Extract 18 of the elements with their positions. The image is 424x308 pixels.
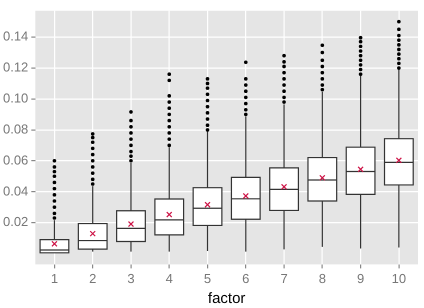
x-tick-label: 5 — [204, 270, 212, 286]
y-tick-label: 0.08 — [2, 121, 28, 136]
x-tick-label: 8 — [318, 270, 326, 286]
x-tick-label: 2 — [89, 270, 96, 286]
x-tick-label: 7 — [280, 270, 288, 286]
y-tick-label: 0.04 — [2, 183, 28, 198]
x-tick-label: 3 — [127, 270, 135, 286]
x-tick-label: 4 — [166, 270, 173, 286]
y-tick-label: 0.10 — [2, 90, 28, 106]
x-tick-label: 6 — [242, 270, 250, 286]
y-tick-label: 0.14 — [2, 28, 28, 44]
y-tick-label: 0.06 — [2, 152, 28, 168]
y-tick-label: 0.12 — [2, 60, 28, 75]
x-tick-label: 1 — [50, 270, 58, 286]
x-axis-title: factor — [208, 290, 246, 308]
x-tick-label: 10 — [392, 270, 406, 286]
y-tick-label: 0.02 — [2, 214, 28, 230]
x-tick-label: 9 — [356, 270, 364, 286]
